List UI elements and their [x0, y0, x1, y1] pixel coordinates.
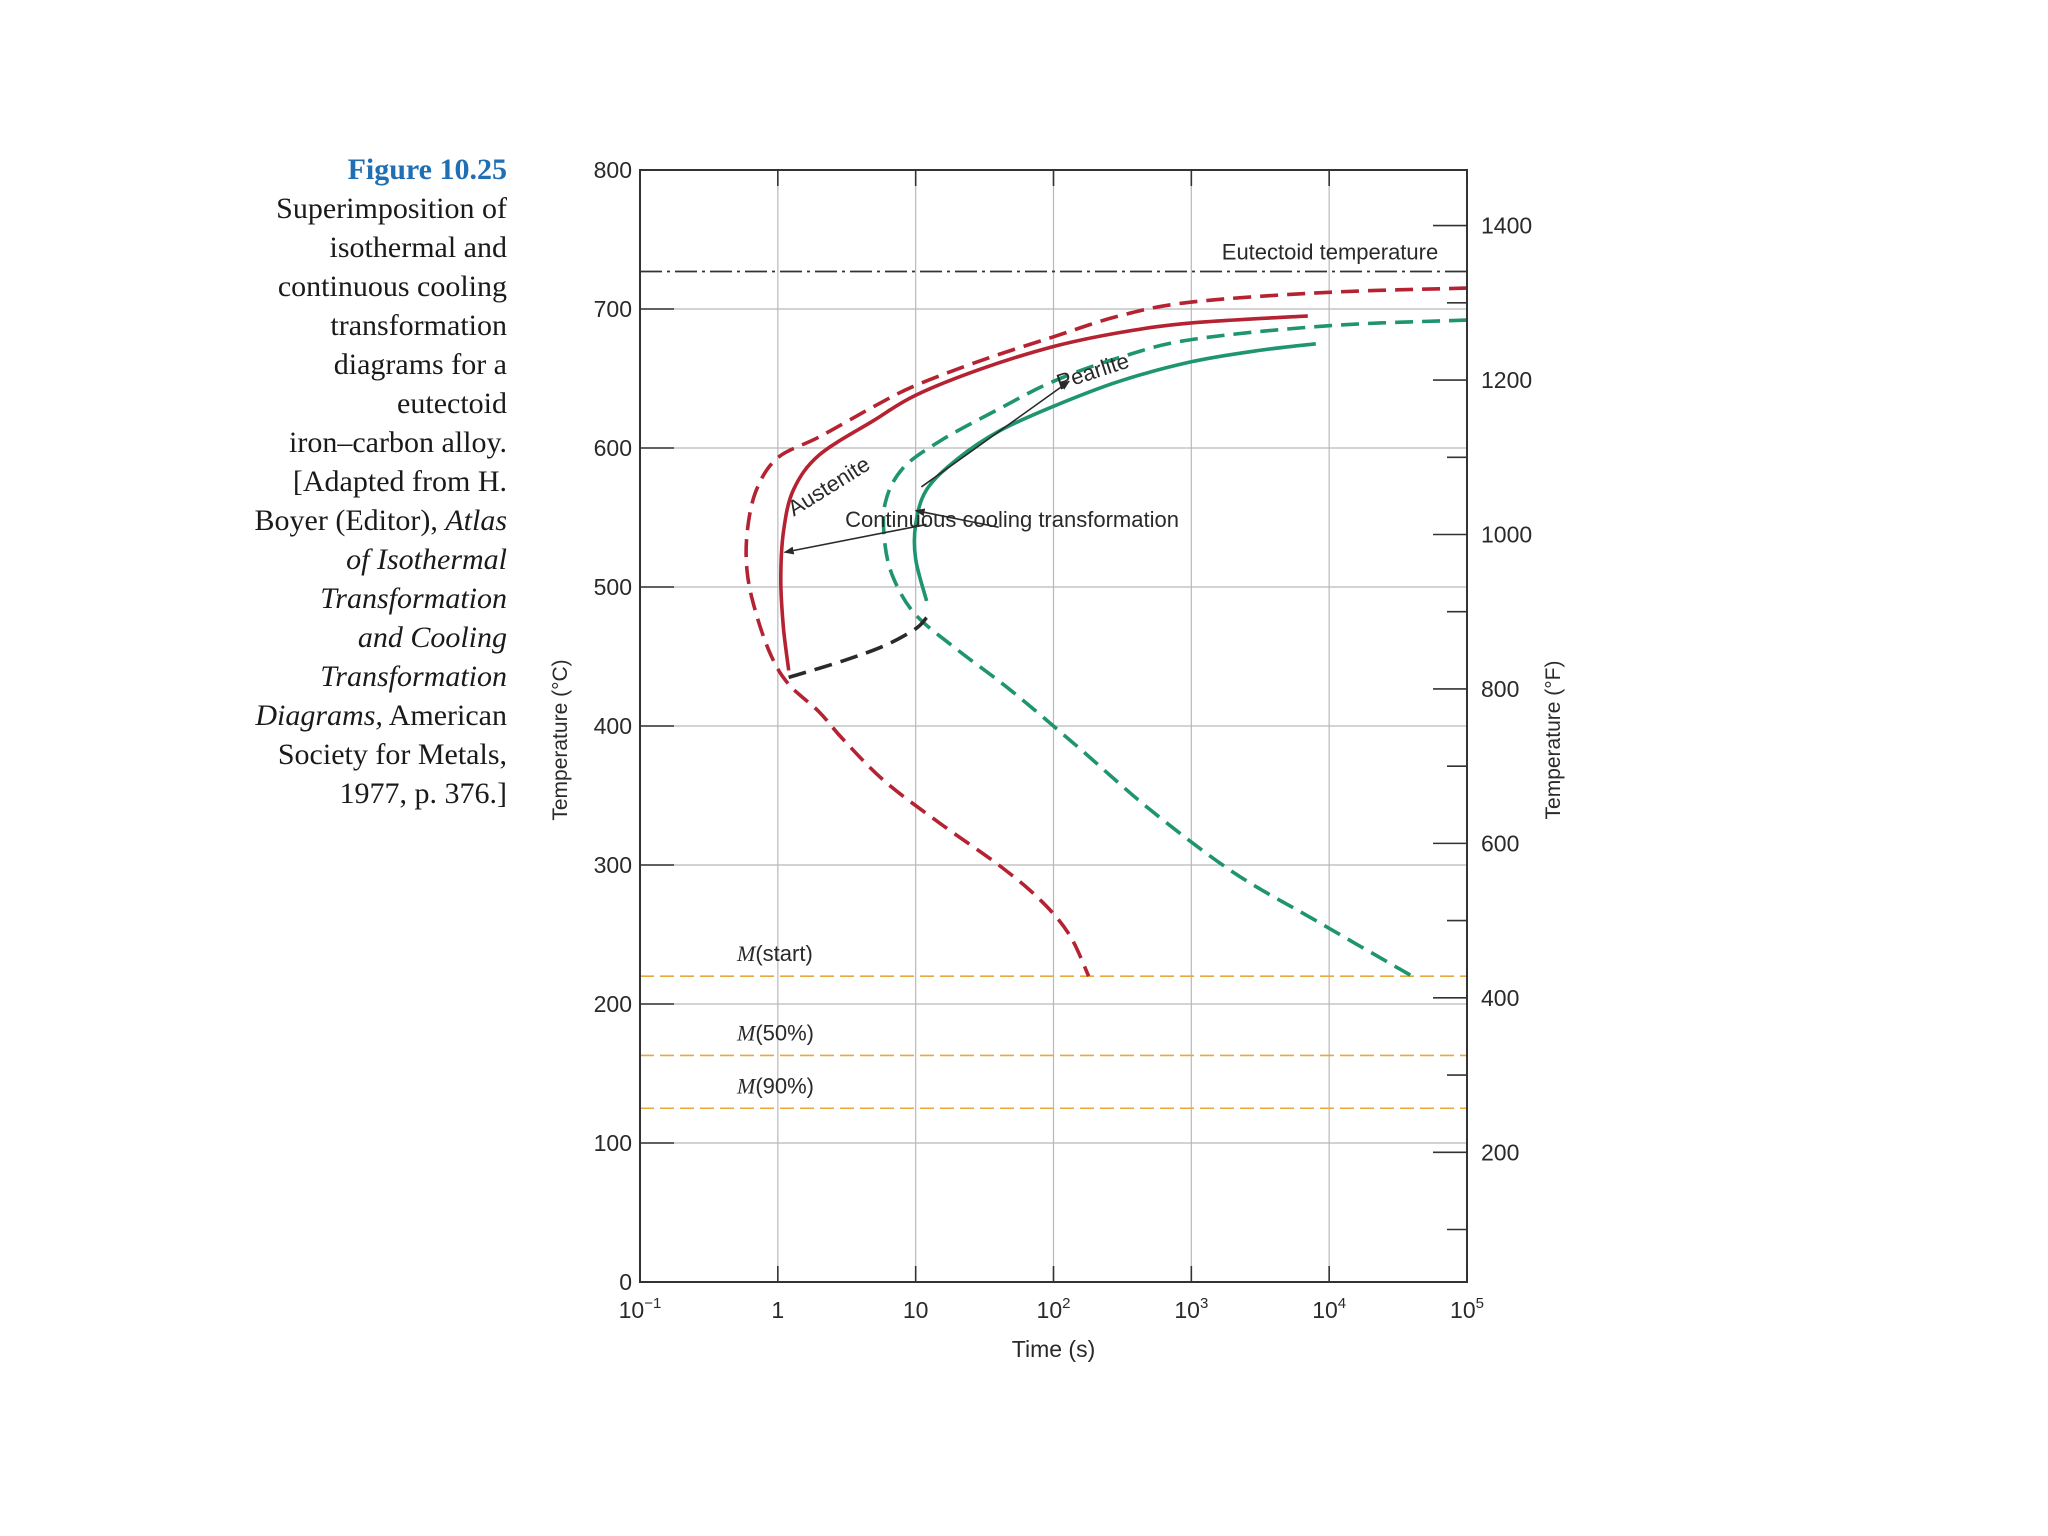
annotation-pearlite: Pearlite	[1053, 348, 1132, 395]
y-axis-label-left: Temperature (°C)	[549, 659, 572, 820]
x-tick-label: 105	[1450, 1295, 1484, 1323]
reference-lines: Eutectoid temperature M(start) M(50%) M(90%…	[640, 239, 1467, 1110]
caption-line: Transformation	[320, 582, 507, 615]
caption-line: iron–carbon alloy.	[289, 426, 507, 459]
y-tick-label-right: 200	[1481, 1139, 1519, 1165]
curve-green-dashed	[881, 318, 1468, 978]
y-tick-label-right: 400	[1481, 985, 1519, 1011]
y-tick-label-left: 200	[594, 991, 632, 1017]
caption-line: and Cooling	[357, 621, 507, 654]
x-axis-label: Time (s)	[1012, 1336, 1095, 1362]
y-tick-label-right: 600	[1481, 830, 1519, 856]
x-tick-label: 104	[1312, 1295, 1346, 1323]
y-axis-label-right: Temperature (°F)	[1542, 661, 1565, 820]
x-tick-label: 10−1	[619, 1295, 662, 1323]
y-tick-label-right: 1000	[1481, 521, 1532, 547]
m-start-label: M(start)	[736, 941, 813, 966]
caption-line: Boyer (Editor), Atlas	[254, 504, 507, 537]
y-tick-label-left: 400	[594, 713, 632, 739]
y-tick-label-left: 600	[594, 435, 632, 461]
series-curves	[744, 286, 1468, 978]
curve-red-dashed	[744, 286, 1468, 977]
caption-line: continuous cooling	[277, 270, 507, 303]
caption-line: of Isothermal	[346, 543, 507, 576]
y-tick-label-left: 700	[594, 296, 632, 322]
curve-black-dashed	[788, 616, 928, 680]
m-90-label: M(90%)	[736, 1073, 814, 1098]
annotation-arrow	[914, 508, 999, 529]
caption-line: Society for Metals,	[277, 738, 507, 771]
y-tick-label-right: 1400	[1481, 213, 1532, 239]
caption-line: Diagrams, American	[255, 699, 507, 732]
y-tick-label-right: 1200	[1481, 367, 1532, 393]
caption-line: transformation	[330, 309, 507, 342]
caption-line: isothermal and	[329, 231, 507, 264]
y-tick-label-left: 800	[594, 157, 632, 183]
y-tick-label-left: 500	[594, 574, 632, 600]
figure-caption: Figure 10.25 Superimposition of isotherm…	[195, 150, 507, 813]
eutectoid-label: Eutectoid temperature	[1222, 239, 1438, 264]
y-tick-label-left: 100	[594, 1130, 632, 1156]
figure-label: Figure 10.25	[347, 153, 507, 186]
caption-line: Transformation	[320, 660, 507, 693]
x-tick-label: 102	[1037, 1295, 1071, 1323]
y-tick-label-left: 300	[594, 852, 632, 878]
caption-line: [Adapted from H.	[292, 465, 507, 498]
caption-line: Superimposition of	[276, 192, 507, 225]
annotation-cct: Continuous cooling transformation	[845, 507, 1179, 532]
y-tick-label-left: 0	[619, 1269, 632, 1295]
caption-line: diagrams for a	[333, 348, 507, 381]
curve-green-solid	[912, 342, 1317, 602]
y-tick-label-right: 800	[1481, 676, 1519, 702]
x-tick-label: 1	[771, 1297, 784, 1323]
caption-line: 1977, p. 376.]	[339, 777, 508, 810]
axis-ticks: 10−1 1 10 102 103 104 105 0 100 200 300 400 500 600 70…	[594, 157, 1533, 1323]
annotation-arrow	[783, 523, 927, 555]
curve-red-solid	[778, 314, 1308, 671]
m-50-label: M(50%)	[736, 1020, 814, 1045]
x-tick-label: 103	[1174, 1295, 1208, 1323]
caption-line: eutectoid	[397, 387, 507, 420]
chart-labels: Time (s) Temperature (°C) Temperature (°…	[549, 659, 1565, 1362]
annotation-arrow	[920, 380, 1071, 488]
annotation-arrows	[783, 380, 1071, 555]
x-tick-label: 10	[903, 1297, 929, 1323]
